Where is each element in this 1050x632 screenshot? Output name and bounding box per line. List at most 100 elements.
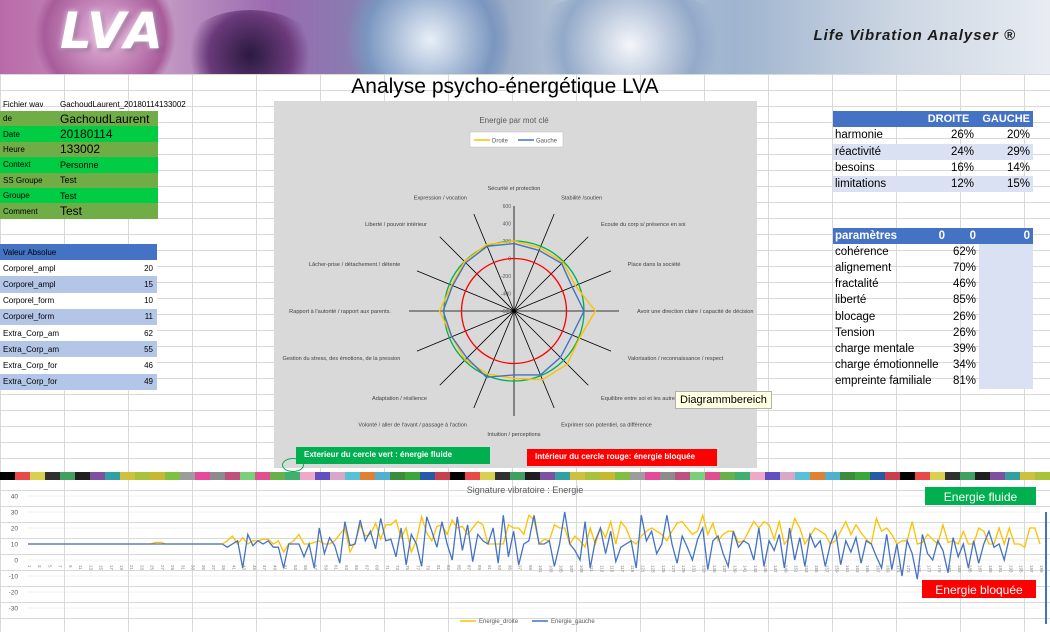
table-row[interactable]: liberté 85% — [833, 292, 1033, 309]
table-row[interactable]: Tension 26% — [833, 324, 1033, 341]
row-key: liberté — [835, 294, 867, 307]
x-tick-label: 111 — [589, 565, 594, 572]
x-tick-label: 35 — [201, 565, 206, 571]
table-row[interactable]: Extra_Corp_for 46 — [0, 357, 157, 374]
color-strip-segment — [435, 472, 450, 480]
color-strip-segment — [330, 472, 345, 480]
info-row[interactable]: SS Groupe Test — [0, 172, 158, 188]
color-strip-segment — [1005, 472, 1020, 480]
color-strip-segment — [570, 472, 585, 480]
table-row[interactable]: charge émotionnelle 34% — [833, 356, 1033, 373]
table-row[interactable]: Extra_Corp_am 62 — [0, 324, 157, 342]
table-row[interactable]: blocage 26% — [833, 308, 1033, 325]
color-strip-segment — [525, 472, 540, 480]
x-tick-label: 89 — [477, 565, 482, 571]
x-tick-label: 71 — [385, 565, 390, 571]
radar-category-label: Volonté / aller de l'avant / passage à l… — [358, 423, 467, 429]
info-row[interactable]: Date 20180114 — [0, 126, 158, 142]
table-row[interactable]: Corporel_form 11 — [0, 308, 157, 325]
info-row[interactable]: de GachoudLaurent — [0, 111, 158, 127]
table-row[interactable]: Extra_Corp_am 55 — [0, 341, 157, 358]
table-row[interactable]: limitations 12% 15% — [833, 176, 1033, 193]
selection-handle[interactable] — [282, 458, 304, 472]
row-value: 81% — [952, 374, 976, 387]
x-tick-label: 197 — [1029, 565, 1034, 573]
color-strip-segment — [705, 472, 720, 480]
color-strip-segment — [990, 472, 1005, 480]
table-row[interactable]: Extra_Corp_for 49 — [0, 373, 157, 390]
radar-category-label: Sécurité et protection — [488, 186, 541, 192]
file-value[interactable]: GachoudLaurent_20180114133002 — [60, 100, 186, 109]
radar-category-label: Adaptation / résilience — [372, 396, 427, 402]
droite-gauche-header[interactable]: DROITE GAUCHE — [833, 111, 1033, 128]
row-droite: 16% — [950, 162, 974, 175]
info-row[interactable]: Context Personne — [0, 157, 158, 173]
info-row[interactable]: Comment Test — [0, 203, 158, 219]
x-tick-label: 7 — [58, 565, 63, 568]
color-strip-segment — [675, 472, 690, 480]
x-tick-label: 179 — [937, 565, 942, 573]
legend-green-circle[interactable]: Exterieur du cercle vert : énergie fluid… — [296, 447, 490, 464]
color-strip-segment — [465, 472, 480, 480]
row-value: 39% — [952, 342, 976, 355]
info-row[interactable]: Heure 133002 — [0, 141, 158, 158]
x-tick-label: 125 — [661, 565, 666, 573]
x-tick-label: 121 — [640, 565, 645, 573]
table-row[interactable]: besoins 16% 14% — [833, 160, 1033, 176]
info-key: Context — [3, 160, 31, 170]
radar-category-label: Valorisation / reconnaissance / respect — [628, 356, 724, 362]
x-tick-label: 69 — [375, 565, 380, 571]
x-tick-label: 105 — [559, 565, 564, 573]
table-row[interactable]: charge mentale 39% — [833, 340, 1033, 357]
x-tick-label: 103 — [548, 565, 553, 573]
parametres-header[interactable]: paramètres 0 0 0 — [833, 228, 1033, 245]
table-row[interactable]: réactivité 24% 29% — [833, 143, 1033, 160]
radar-series — [442, 242, 585, 379]
x-tick-label: 39 — [221, 565, 226, 571]
radar-tick-label: -600 — [501, 309, 511, 315]
info-value: Test — [60, 190, 77, 201]
row-value: 34% — [952, 358, 976, 371]
info-value: Test — [60, 175, 77, 186]
table-row[interactable]: Corporel_ampl 15 — [0, 276, 157, 293]
row-key: réactivité — [835, 145, 882, 158]
radar-chart-area[interactable]: Energie par mot clé Droite Gauche 600 400 200… — [274, 101, 757, 468]
x-tick-label: 43 — [242, 565, 247, 571]
table-row[interactable]: cohérence 62% — [833, 244, 1033, 261]
table-row[interactable]: Corporel_form 10 — [0, 292, 157, 309]
table-row[interactable]: empreinte familiale 81% — [833, 372, 1033, 389]
fractal-decoration — [180, 10, 320, 74]
color-strip-segment — [60, 472, 75, 480]
line-chart-area[interactable]: Signature vibratoire : Energie 40 30 20 10 0 -… — [0, 482, 1050, 632]
x-tick-label: 63 — [344, 565, 349, 571]
absolute-header[interactable]: Valeur Absolue — [0, 244, 157, 261]
legend-red-circle[interactable]: Intérieur du cercle rouge: énergie bloqu… — [527, 449, 717, 466]
x-tick-label: 127 — [671, 565, 676, 573]
color-strip-segment — [630, 472, 645, 480]
info-value: Personne — [60, 159, 99, 170]
parametres-header-label: paramètres — [835, 230, 898, 243]
line-chart[interactable]: Signature vibratoire : Energie 40 30 20 10 0 -… — [0, 482, 1050, 632]
x-tick-label: 93 — [497, 565, 502, 571]
x-tick-label: 177 — [927, 565, 932, 573]
header-gauche: GAUCHE — [978, 111, 1033, 128]
row-key: Extra_Corp_for — [3, 360, 58, 370]
table-row[interactable]: alignement 70% — [833, 260, 1033, 277]
y-tick-label: -10 — [9, 574, 19, 581]
table-row[interactable]: harmonie 26% 20% — [833, 127, 1033, 143]
row-key: Corporel_ampl — [3, 263, 56, 273]
color-strip-segment — [90, 472, 105, 480]
x-tick-label: 175 — [916, 565, 921, 573]
color-strip-segment — [750, 472, 765, 480]
table-row[interactable]: Corporel_ampl 20 — [0, 260, 157, 277]
x-tick-label: 17 — [109, 565, 114, 571]
table-row[interactable]: fractalité 46% — [833, 276, 1033, 293]
info-row[interactable]: Groupe Test — [0, 187, 158, 204]
y-tick-label: 30 — [11, 510, 19, 517]
color-strip — [0, 472, 1050, 480]
row-key: Corporel_form — [3, 296, 55, 306]
x-tick-label: 67 — [364, 565, 369, 571]
row-empty — [979, 356, 1033, 373]
color-strip-segment — [120, 472, 135, 480]
